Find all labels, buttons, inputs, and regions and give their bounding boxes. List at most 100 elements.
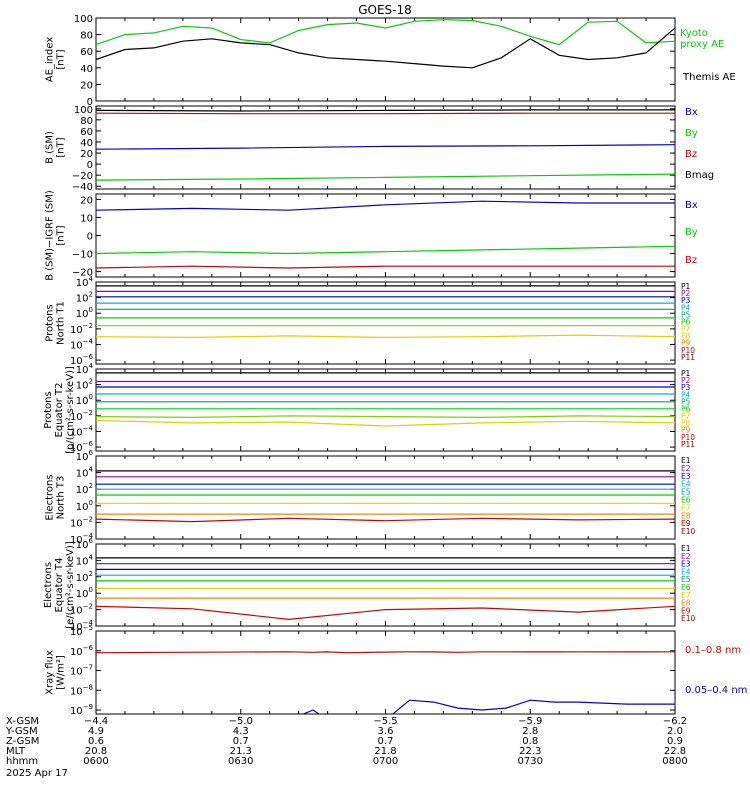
y-tick-label: 102 [76, 482, 93, 496]
x-tick-value: −5.5 [373, 716, 397, 727]
y-tick-label: 104 [76, 466, 94, 480]
series-line-0-05-0-4-nm [301, 699, 675, 714]
y-tick-label: 10−2 [70, 322, 93, 336]
y-axis-label: Protons [45, 304, 56, 341]
x-tick-value: 4.9 [88, 726, 104, 737]
x-row-label: MLT [6, 746, 26, 757]
y-tick-label: 102 [76, 378, 93, 392]
panel-frame [95, 630, 676, 715]
series-line-bx [96, 144, 675, 150]
y-tick-label: −20 [72, 268, 93, 279]
channel-label: E4 [681, 567, 691, 576]
y-tick-label: 60 [80, 47, 93, 58]
channel-label: E2 [681, 552, 691, 561]
series-line-0-1-0-8-nm [96, 651, 675, 654]
channel-label: P1 [681, 282, 691, 291]
series-line-bz [96, 112, 675, 115]
y-tick-label: 10−8 [70, 683, 93, 697]
channel-label: P5 [681, 310, 691, 319]
y-axis-label: [W/m²] [56, 655, 67, 690]
channel-label: E6 [681, 496, 691, 505]
channel-label: E3 [681, 472, 691, 481]
x-tick-value: 22.3 [519, 746, 541, 757]
y-tick-label: 106 [76, 537, 94, 551]
channel-label: P4 [681, 390, 691, 399]
legend-label: Bz [685, 149, 697, 160]
channel-label: P6 [681, 317, 691, 326]
y-axis-label: [p/(cm²-s-sr-keV)] [65, 366, 76, 454]
y-tick-label: 100 [76, 586, 93, 600]
date-label: 2025 Apr 17 [6, 768, 68, 779]
y-tick-label: 20 [80, 80, 93, 91]
legend-label: Bx [685, 107, 698, 118]
y-tick-label: 60 [80, 127, 93, 138]
channel-label: E5 [681, 488, 691, 497]
channel-label: E5 [681, 575, 691, 584]
y-tick-label: 100 [76, 393, 93, 407]
x-tick-value: 2.0 [667, 726, 683, 737]
series-line-by [96, 245, 675, 255]
x-row-label: Y-GSM [5, 726, 38, 737]
panel-frame [95, 193, 676, 278]
panel-frame [95, 543, 676, 627]
chart-title: GOES-18 [358, 3, 412, 17]
y-axis-label: [nT] [56, 137, 67, 157]
channel-label: E10 [681, 614, 696, 623]
channel-label: P8 [681, 332, 691, 341]
channel-label: P10 [681, 346, 695, 355]
legend-label: Bx [685, 200, 698, 211]
panel-frame [95, 105, 676, 190]
y-axis-label: [nT] [56, 49, 67, 69]
panel-frame [95, 281, 676, 365]
series-line-bmag [96, 109, 675, 112]
series-line-e8 [96, 605, 675, 621]
y-tick-label: 102 [76, 570, 93, 584]
series-line-themis-ae [96, 27, 675, 69]
channel-label: E9 [681, 519, 691, 528]
x-tick-value: −5.0 [229, 716, 253, 727]
x-tick-value: 22.8 [664, 746, 686, 757]
y-tick-label: 10−4 [70, 337, 94, 351]
x-tick-value: 0.6 [88, 736, 104, 747]
channel-label: E8 [681, 511, 691, 520]
channel-label: E3 [681, 560, 691, 569]
y-axis-label: Equator T4 [54, 558, 65, 613]
channel-label: P2 [681, 376, 691, 385]
x-tick-value: 0.9 [667, 736, 683, 747]
y-tick-label: 104 [76, 275, 94, 289]
x-tick-value: 4.3 [233, 726, 249, 737]
x-tick-value: 0.8 [522, 736, 538, 747]
x-row-label: hhmm [6, 756, 38, 767]
x-tick-value: 0800 [662, 756, 687, 767]
series-line-p8 [96, 334, 675, 339]
channel-label: E10 [681, 527, 696, 536]
y-tick-label: 100 [74, 105, 93, 116]
y-tick-label: 10−9 [70, 703, 93, 717]
panel-3: −20 −10 0 10 20 B (SM)−IGRF (SM) [nT] Bx By Bz [45, 190, 698, 281]
y-axis-label: Electrons [43, 562, 54, 608]
channel-label: P7 [681, 325, 691, 334]
y-tick-label: 100 [74, 14, 93, 25]
y-tick-label: 100 [76, 306, 93, 320]
y-tick-label: 20 [80, 149, 93, 160]
legend-label: 0.1–0.8 nm [685, 645, 741, 656]
y-tick-label: 20 [80, 195, 93, 206]
x-tick-value: 0630 [228, 756, 253, 767]
y-tick-label: 102 [76, 291, 93, 305]
y-axis-label: North T3 [56, 476, 67, 520]
legend-label: Bmag [685, 170, 714, 181]
channel-label: P1 [681, 369, 691, 378]
panel-8: 10−9 10−8 10−7 10−6 10−5 Xray flux [W/m²] 0.1–0… [45, 624, 748, 717]
series-line-bx [96, 200, 675, 211]
x-tick-value: −6.2 [663, 716, 687, 727]
legend-label: By [685, 128, 698, 139]
x-tick-value: 0.7 [378, 736, 394, 747]
y-tick-label: 104 [76, 362, 94, 376]
x-tick-value: 21.8 [374, 746, 396, 757]
